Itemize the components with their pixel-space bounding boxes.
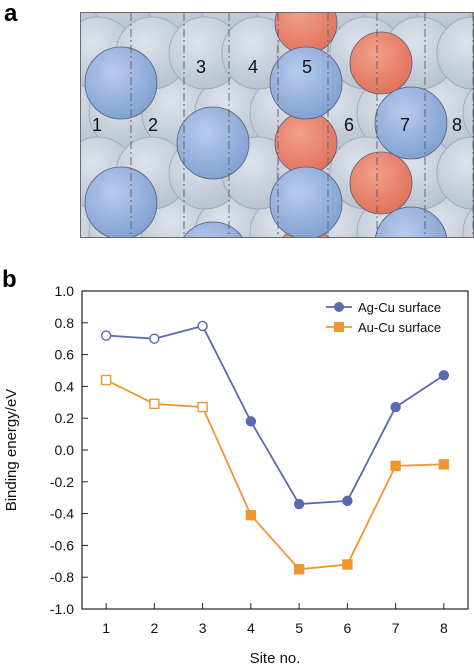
series-1-point xyxy=(149,398,160,410)
series-0-point xyxy=(100,330,112,341)
ag-atom xyxy=(269,46,343,120)
series-1-point xyxy=(438,459,450,470)
chart-legend: Ag-Cu surface Au-Cu surface xyxy=(326,300,441,335)
x-tick-label: 2 xyxy=(150,620,158,636)
panel-label-a: a xyxy=(4,0,18,27)
series-1-point xyxy=(390,460,401,472)
cu-atom xyxy=(436,16,473,90)
x-axis-title: Site no. xyxy=(250,650,301,666)
series-1-point xyxy=(293,564,305,575)
series-1-point xyxy=(100,374,112,386)
series-1-point xyxy=(342,559,353,570)
x-tick-label: 1 xyxy=(102,620,110,636)
legend-label-1: Au-Cu surface xyxy=(358,320,441,335)
ag-atom xyxy=(374,86,448,160)
y-axis-title: Binding energy/eV xyxy=(3,389,20,512)
y-tick-label: 1.0 xyxy=(55,283,75,299)
series-line-0 xyxy=(106,324,445,505)
cu-atom xyxy=(436,136,473,210)
panel-label-b: b xyxy=(2,266,17,293)
x-tick-label: 4 xyxy=(247,620,255,636)
series-1-point xyxy=(245,509,257,521)
x-tick-label: 3 xyxy=(199,620,207,636)
legend-marker-0 xyxy=(334,302,344,312)
y-tick-label: 0.2 xyxy=(55,410,75,426)
x-tick-label: 8 xyxy=(440,620,448,636)
site-label-8: 8 xyxy=(452,115,462,135)
x-tick-label: 6 xyxy=(343,620,351,636)
site-label-6: 6 xyxy=(344,115,354,135)
series-0-point xyxy=(149,333,160,344)
site-label-3: 3 xyxy=(196,57,206,77)
series-0-point xyxy=(245,416,257,427)
site-label-1: 1 xyxy=(92,115,102,135)
site-label-2: 2 xyxy=(148,115,158,135)
site-label-7: 7 xyxy=(400,115,410,135)
cu-atom xyxy=(462,87,473,139)
y-tick-label: 0.6 xyxy=(55,347,75,363)
chart-marks xyxy=(100,320,450,575)
series-0-point xyxy=(293,498,305,510)
au-atom xyxy=(349,151,413,215)
site-label-5: 5 xyxy=(302,57,312,77)
y-tick-label: 0.8 xyxy=(55,315,75,331)
site-label-4: 4 xyxy=(248,57,258,77)
x-tick-label: 5 xyxy=(295,620,303,636)
ag-atom xyxy=(84,46,158,120)
y-tick-label: -0.8 xyxy=(50,569,74,585)
ag-atom xyxy=(176,106,250,180)
ag-atom xyxy=(269,166,343,237)
y-tick-label: -0.4 xyxy=(50,506,74,522)
y-tick-label: -0.2 xyxy=(50,474,74,490)
surface-model-image: 1 2 3 4 5 6 7 8 xyxy=(80,12,474,238)
y-tick-label: -1.0 xyxy=(50,601,74,617)
y-tick-label: -0.6 xyxy=(50,537,74,553)
series-1-point xyxy=(197,401,208,413)
au-atom xyxy=(349,31,413,95)
y-tick-label: 0.0 xyxy=(55,442,75,458)
series-0-point xyxy=(390,401,401,413)
series-0-point xyxy=(342,495,353,507)
y-tick-label: 0.4 xyxy=(55,378,75,394)
series-line-1 xyxy=(105,379,444,571)
series-0-point xyxy=(197,320,208,332)
binding-energy-chart: 1.0 0.8 0.6 0.4 0.2 0.0 -0.2 -0.4 -0.6 -0.8 -1.0 1 2… xyxy=(3,283,469,666)
x-tick-label: 7 xyxy=(392,620,400,636)
surface-atoms: 1 2 3 4 5 6 7 8 xyxy=(81,13,473,237)
ag-atom xyxy=(84,166,158,237)
ag-atom xyxy=(375,206,447,237)
cu-atom xyxy=(462,207,473,237)
ag-atom xyxy=(183,221,243,237)
legend-label-0: Ag-Cu surface xyxy=(358,300,441,315)
legend-marker-1 xyxy=(334,322,344,332)
plot-frame xyxy=(81,290,469,610)
chart-axes: 1.0 0.8 0.6 0.4 0.2 0.0 -0.2 -0.4 -0.6 -0.8 -1.0 1 2… xyxy=(3,283,469,666)
series-0-point xyxy=(438,370,450,381)
